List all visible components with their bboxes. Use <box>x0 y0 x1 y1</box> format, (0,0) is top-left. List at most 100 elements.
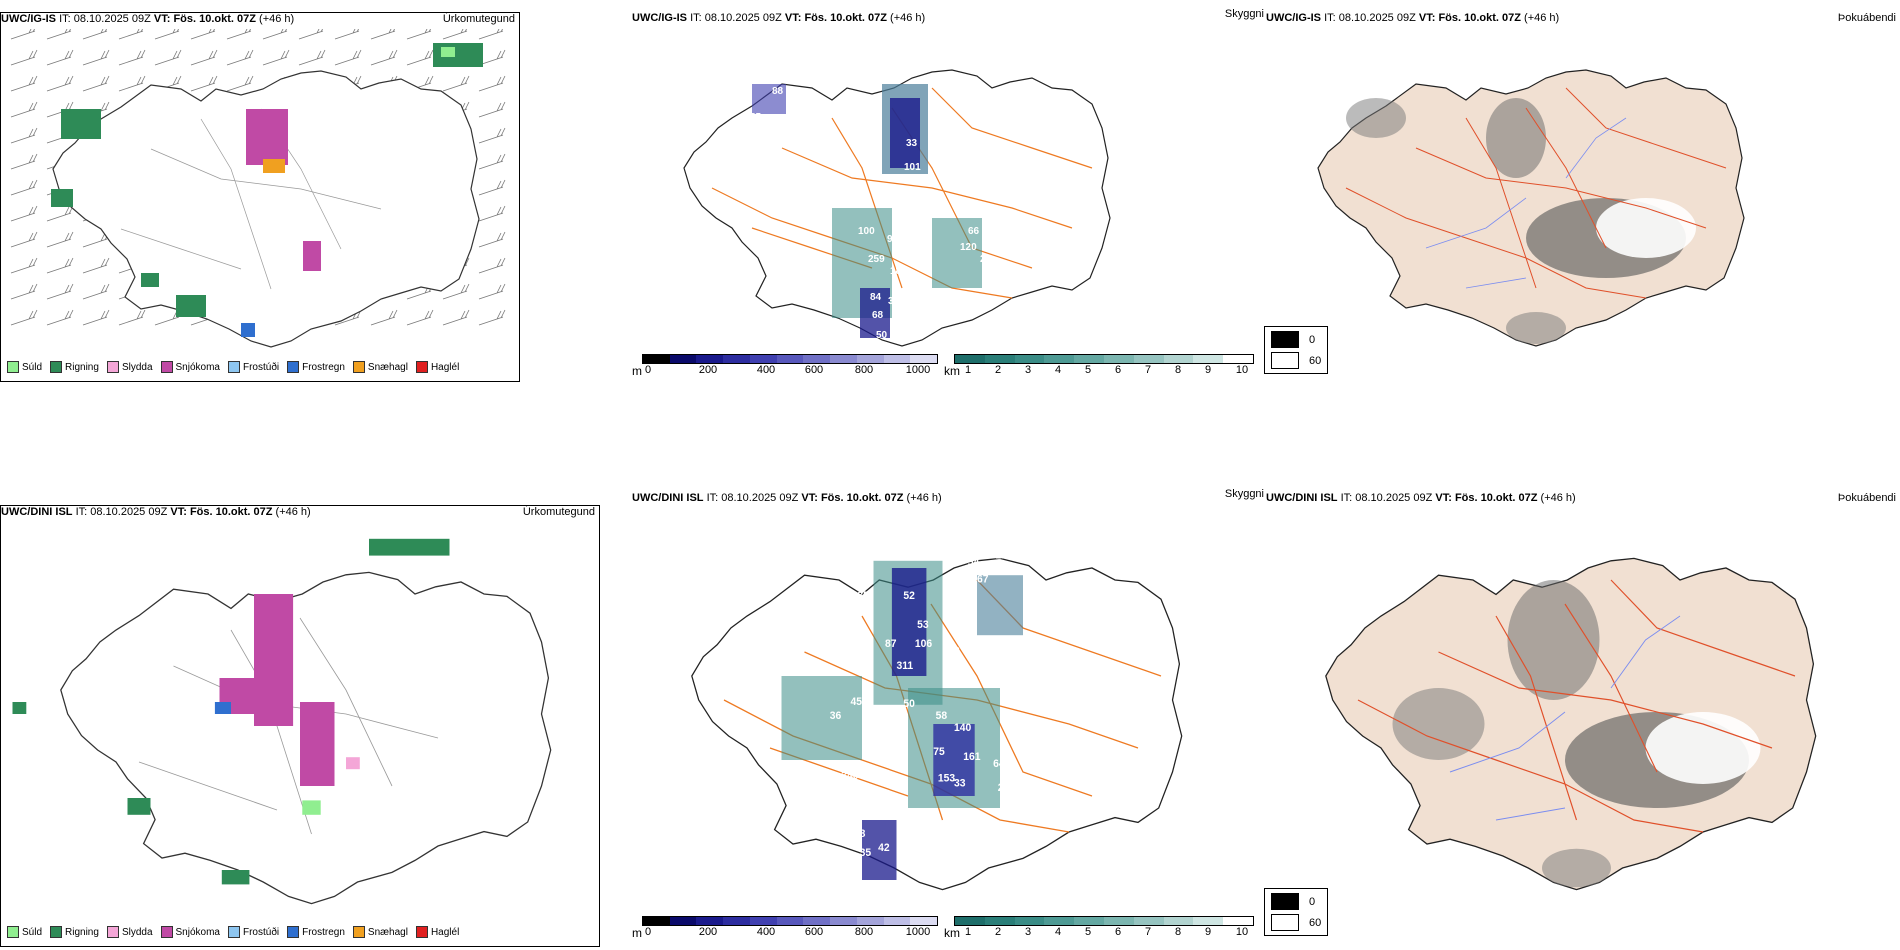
legend-swatch <box>160 926 173 938</box>
wind-barb <box>10 49 38 66</box>
vis-tick: 10 <box>1235 364 1249 376</box>
panel-title: Úrkomutegund <box>522 506 595 518</box>
wind-barb <box>334 29 360 40</box>
precip-panel-bottom: UWC/DINI ISL IT: 08.10.2025 09Z VT: Fös.… <box>0 505 600 947</box>
wind-barb <box>370 309 398 326</box>
legend-swatch <box>352 926 365 938</box>
visibility-panel-bottom: UWC/DINI ISL IT: 08.10.2025 09Z VT: Fös.… <box>632 488 1329 942</box>
wind-barb <box>46 29 72 40</box>
legend-swatch <box>7 361 19 373</box>
vis-tick: 10 <box>1235 926 1249 938</box>
fog-legend: 0 60 <box>1264 326 1329 374</box>
ceiling-label: 53 <box>917 619 929 631</box>
precip-map <box>12 538 552 905</box>
ceiling-label: 383 <box>943 645 960 657</box>
vis-tick: 9 <box>1204 926 1212 938</box>
ceiling-label: 33 <box>906 138 918 149</box>
wind-barb <box>406 29 432 40</box>
rivers <box>1425 117 1627 289</box>
precip-legend: Súld Rigning Slydda Snjókoma Frostúði Fr… <box>7 359 459 375</box>
wind-barb <box>406 309 434 326</box>
panel-title: Þokuábendi <box>1837 12 1896 24</box>
legend-swatch <box>160 361 173 373</box>
panel-title: Þokuábendi <box>1837 492 1896 504</box>
ceiling-label: 66 <box>968 226 980 237</box>
vis-tick: 2 <box>994 364 1002 376</box>
ceiling-label: 42 <box>878 842 890 854</box>
wind-barb <box>226 75 254 92</box>
ceiling-tick: 600 <box>804 926 824 938</box>
vis-tick: 5 <box>1084 926 1092 938</box>
ceiling-label: 100 <box>858 226 875 237</box>
ceiling-unit: m <box>632 364 642 378</box>
ceiling-label: 35 <box>857 590 869 602</box>
ceiling-tick: 800 <box>854 364 874 376</box>
wind-barb <box>46 49 74 66</box>
fog-panel-top: UWC/IG-IS IT: 08.10.2025 09Z VT: Fös. 10… <box>1266 12 1900 380</box>
lead-time: (+46 h) <box>1540 492 1576 504</box>
ceiling-label: 121 <box>995 549 1012 561</box>
ceiling-label: 58 <box>936 710 948 722</box>
wind-barb <box>10 257 38 274</box>
ceiling-labels: 88 85 50 33 11 101 77 100 66 97 120 259 … <box>750 86 992 341</box>
vis-tick: 6 <box>1114 926 1122 938</box>
it-label: IT: <box>706 492 719 504</box>
wind-barb <box>46 257 74 274</box>
wind-barb <box>10 127 38 144</box>
wind-barb <box>10 205 38 222</box>
legend-freezing-rain: Frostregn <box>287 361 345 373</box>
ceiling-label: 50 <box>876 330 888 341</box>
road-network <box>1357 579 1796 833</box>
ceiling-label: 37 <box>888 296 900 307</box>
ceiling-label: 52 <box>903 590 915 602</box>
visibility-map: 121 54 52 67 35 53 87 106 383 311 45 50 … <box>691 549 1183 891</box>
wind-barb <box>10 309 38 326</box>
ceiling-tick: 600 <box>804 364 824 376</box>
ceiling-label: 35 <box>860 847 872 859</box>
panel-title: Skyggni <box>1224 488 1264 500</box>
road-network <box>120 108 382 290</box>
ceiling-colorbar: m 0 200 400 600 800 1000 <box>632 354 938 380</box>
wind-barb <box>190 49 218 66</box>
wind-barb <box>82 49 110 66</box>
fog-legend-row: 60 <box>1271 352 1321 369</box>
fog-shading <box>1346 98 1696 344</box>
wind-barb <box>10 101 38 118</box>
ceiling-label: 140 <box>954 722 971 734</box>
wind-barb <box>478 153 506 170</box>
ceiling-label: 311 <box>897 660 914 672</box>
vis-tick: 3 <box>1024 364 1032 376</box>
it-value: 08.10.2025 09Z <box>721 492 799 504</box>
wind-barb <box>10 231 38 248</box>
wind-barb <box>118 309 146 326</box>
ceiling-label: 97 <box>887 234 899 245</box>
wind-barb <box>262 29 288 40</box>
legend-swatch <box>7 926 19 938</box>
legend-swatch <box>415 361 428 373</box>
lead-time: (+46 h) <box>906 492 942 504</box>
ceiling-label: 81 <box>857 806 869 818</box>
fog-map <box>1317 69 1745 347</box>
precip-panel-top: UWC/IG-IS IT: 08.10.2025 09Z VT: Fös. 10… <box>0 12 520 382</box>
wind-barb <box>82 29 108 40</box>
legend-snow-pellets: Snæhagl <box>352 926 408 938</box>
legend-rain: Rigning <box>50 926 99 938</box>
ceiling-label: 101 <box>904 162 921 173</box>
visibility-colorbar-fill <box>954 354 1254 364</box>
ceiling-label: 77 <box>900 212 912 223</box>
visibility-map: 88 85 50 33 11 101 77 100 66 97 120 259 … <box>683 69 1111 347</box>
vt-label: VT: <box>801 492 818 504</box>
fog-legend: 0 60 <box>1264 888 1329 936</box>
vt-value: Fös. 10.okt. 07Z <box>1438 12 1521 24</box>
ceiling-label: 161 <box>963 751 980 763</box>
ceiling-label: 10 <box>869 727 881 739</box>
fog-legend-row: 60 <box>1271 914 1321 931</box>
ceiling-label: 45 <box>851 696 863 708</box>
wind-barb <box>478 309 506 326</box>
vt-value: Fös. 10.okt. 07Z <box>804 12 887 24</box>
wind-barb <box>82 75 110 92</box>
wind-barb <box>190 29 216 40</box>
ceiling-label: 88 <box>772 86 784 97</box>
fog-map <box>1325 557 1817 891</box>
wind-barb <box>478 127 506 144</box>
